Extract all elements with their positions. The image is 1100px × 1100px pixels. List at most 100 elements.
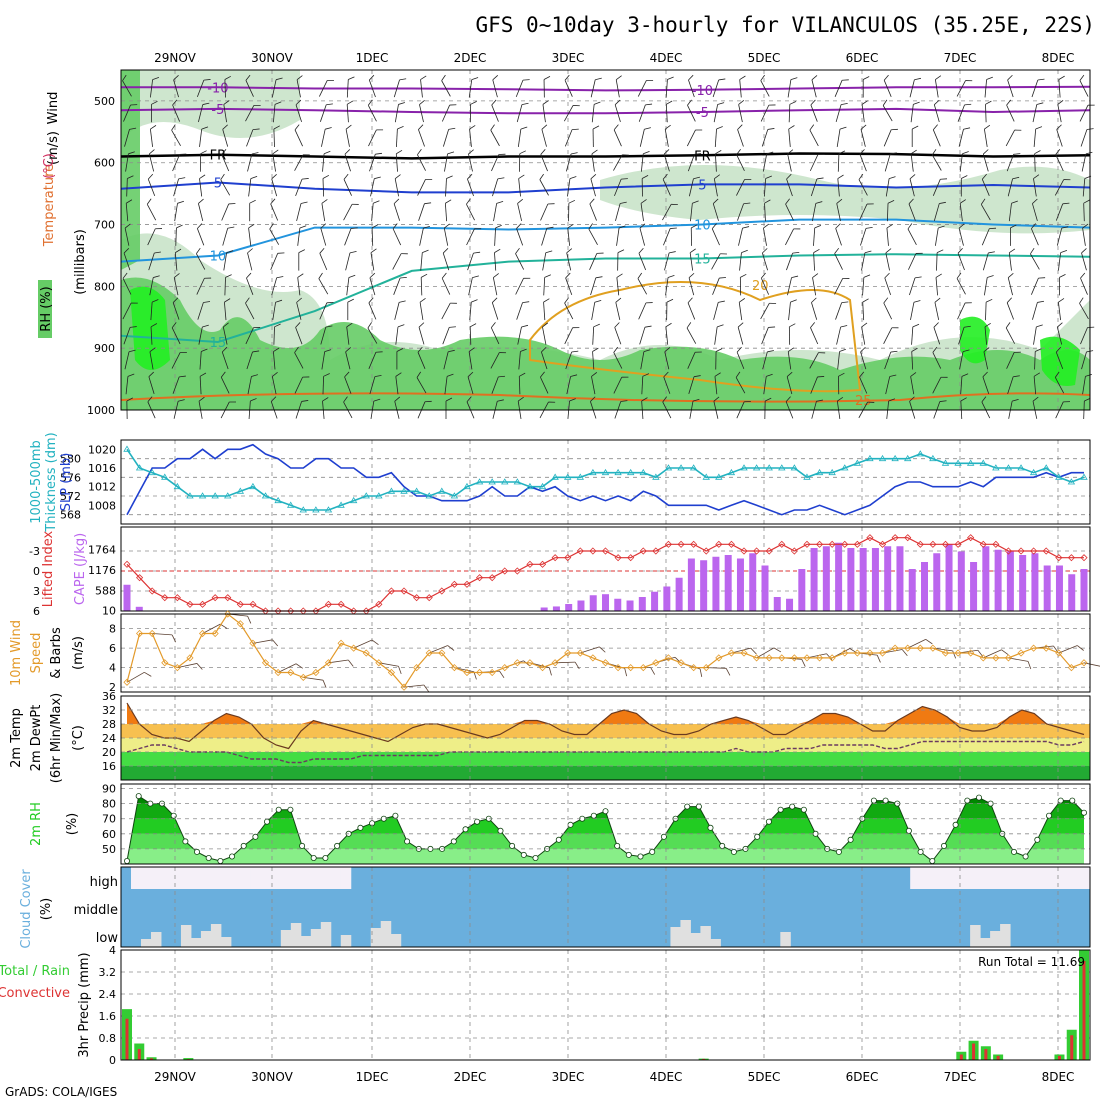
wind-barb	[690, 224, 698, 246]
wind-barb-staff	[418, 327, 425, 345]
wind-barb	[813, 248, 820, 271]
wind-speed-point	[967, 649, 975, 657]
li-point	[161, 594, 169, 602]
wind-barb	[245, 74, 254, 97]
wind-barb	[663, 227, 677, 246]
wind-barb-staff	[883, 302, 893, 320]
wind-barb	[592, 347, 599, 370]
wind-barb-staff	[910, 153, 914, 172]
wind-barb	[687, 351, 702, 369]
wind-barb	[369, 152, 383, 172]
wind-barb-staff	[172, 376, 180, 394]
wind-barb	[223, 100, 230, 123]
wind-barb-flag	[220, 173, 225, 180]
thickness-point	[828, 468, 836, 476]
wind-barb-staff	[1080, 129, 1088, 147]
wind-barb	[420, 75, 427, 98]
wind-barb-flag	[199, 372, 207, 377]
wind-barb-staff	[393, 203, 401, 221]
wind-speed-point	[727, 649, 735, 657]
cloud-high-gap	[1040, 867, 1051, 889]
wind-barb-staff	[862, 302, 865, 321]
wind-barb	[1005, 322, 1015, 344]
wind-speed-line	[126, 613, 1085, 689]
wind-barb-flag	[1055, 149, 1061, 155]
wind-barb-staff	[245, 80, 254, 97]
wind-barb	[491, 99, 499, 122]
wind-barb	[811, 297, 818, 320]
wind-barb	[1007, 273, 1014, 296]
wind-barb	[294, 124, 303, 147]
thickness-point	[878, 454, 887, 462]
wind-speed-point	[916, 644, 924, 652]
wind-barb	[715, 150, 722, 172]
wind-barb	[956, 80, 973, 97]
wind-barb-staff	[515, 80, 524, 97]
wind-barb-staff	[122, 302, 132, 320]
wind-barb-staff	[588, 228, 598, 245]
wind-barb-staff	[148, 252, 155, 271]
wind-barb-flag	[445, 199, 452, 204]
wind-barb	[788, 299, 797, 321]
cape-bar	[749, 553, 757, 611]
wind-barb-flag	[326, 301, 334, 304]
wind-barb-flag	[491, 99, 497, 106]
y-tick-right-1008: 1008	[88, 499, 116, 512]
wind-barb	[371, 200, 380, 222]
wind-barb-flag	[325, 127, 332, 130]
wind-barb-flag	[907, 223, 913, 230]
wind-speed-point	[954, 649, 962, 657]
wind-barb	[935, 273, 942, 296]
wind-barb-staff	[177, 663, 198, 668]
wind-barb	[956, 272, 966, 295]
cloud-low-gap	[310, 929, 322, 947]
wind-barb	[271, 77, 283, 98]
wind-barb-staff	[370, 178, 375, 197]
wind-barb	[615, 201, 627, 221]
cape-bar	[700, 560, 708, 611]
wind-barb-10m	[353, 639, 379, 649]
wind-barb-staff	[687, 302, 696, 320]
wind-barb-staff	[174, 252, 178, 271]
wind-barb-flag	[303, 154, 310, 156]
wind-barb-staff	[886, 203, 889, 222]
wind-barb-staff	[810, 178, 818, 197]
wind-barb	[884, 152, 897, 172]
cloud-low-gap	[280, 930, 292, 947]
wind-barb	[764, 199, 771, 222]
li-point	[627, 554, 635, 562]
wind-barb-flag	[294, 124, 300, 131]
wind-barb-staff	[367, 327, 378, 344]
wind-barb-flag	[203, 301, 211, 303]
wind-barb-staff	[171, 352, 181, 369]
wind-barb	[959, 151, 969, 172]
wind-barb	[517, 198, 524, 222]
wind-barb-flag	[910, 372, 917, 377]
wind-barb-staff	[736, 352, 745, 369]
wind-barb-flag	[1013, 375, 1020, 378]
wind-barb	[151, 100, 158, 123]
thickness-point	[941, 459, 950, 466]
wind-barb-staff	[934, 302, 940, 320]
thickness-point	[186, 492, 194, 499]
wind-barb-staff	[663, 228, 671, 246]
wind-barb	[688, 74, 695, 98]
wind-barb-flag	[687, 297, 693, 304]
wind-barb	[200, 150, 207, 172]
wind-barb	[443, 223, 450, 246]
wind-barb	[518, 372, 526, 395]
li-point	[463, 580, 471, 588]
wind-barb	[809, 153, 825, 172]
thickness-point	[475, 478, 484, 485]
li-point	[211, 594, 219, 602]
cape-bar	[847, 548, 855, 611]
wind-barb	[171, 352, 187, 369]
wind-barb-staff	[172, 154, 180, 172]
wind-barb-flag	[122, 272, 128, 279]
wind-barb-staff	[371, 203, 374, 222]
wind-barb	[591, 101, 601, 123]
wind-barb-staff	[1081, 351, 1087, 370]
cloud-low-gap	[710, 939, 721, 947]
li-point	[992, 540, 1000, 548]
wind-barb	[273, 101, 282, 123]
